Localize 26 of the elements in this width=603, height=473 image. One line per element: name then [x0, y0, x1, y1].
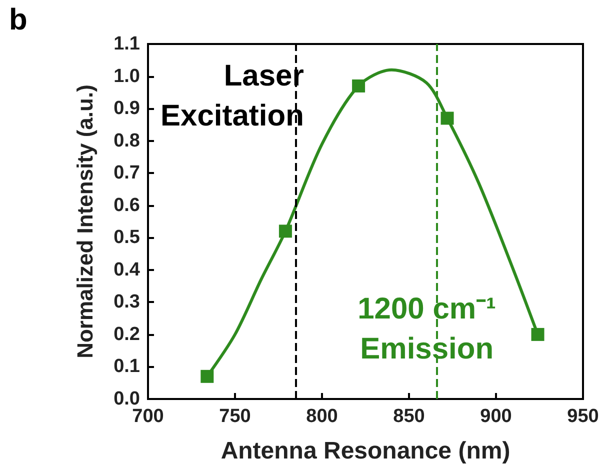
chart-title: b [9, 4, 28, 36]
y-tick-label: 0.8 [114, 130, 140, 152]
y-tick-label: 0.2 [114, 324, 140, 345]
x-tick-label: 850 [393, 406, 425, 427]
y-tick-label: 0.3 [114, 292, 140, 313]
point [200, 370, 214, 383]
ref-line-label: 1200 cm⁻¹ Emission [358, 292, 496, 366]
y-tick-label: 0.9 [114, 98, 140, 120]
point [531, 328, 544, 341]
y-tick-label: 0.7 [114, 162, 140, 184]
point [352, 79, 366, 92]
point [440, 112, 454, 125]
x-tick-label: 900 [480, 406, 512, 427]
y-tick-label: 0.1 [114, 356, 140, 378]
x-tick-label: 950 [567, 406, 599, 427]
y-tick-label: 1.1 [114, 34, 140, 54]
x-tick-label: 750 [219, 406, 251, 427]
point [278, 224, 292, 238]
y-tick-label: 0.6 [114, 194, 140, 216]
x-tick-label: 800 [306, 406, 338, 427]
ref-line-label: Laser Excitation [160, 60, 304, 132]
y-tick-label: 1.0 [114, 66, 140, 87]
x-axis-title: Antenna Resonance (nm) [220, 438, 510, 464]
y-tick-label: 0.4 [114, 259, 140, 280]
y-axis-title: Normalized Intensity (a.u.) [72, 84, 98, 358]
y-tick-label: 0.5 [114, 227, 140, 248]
